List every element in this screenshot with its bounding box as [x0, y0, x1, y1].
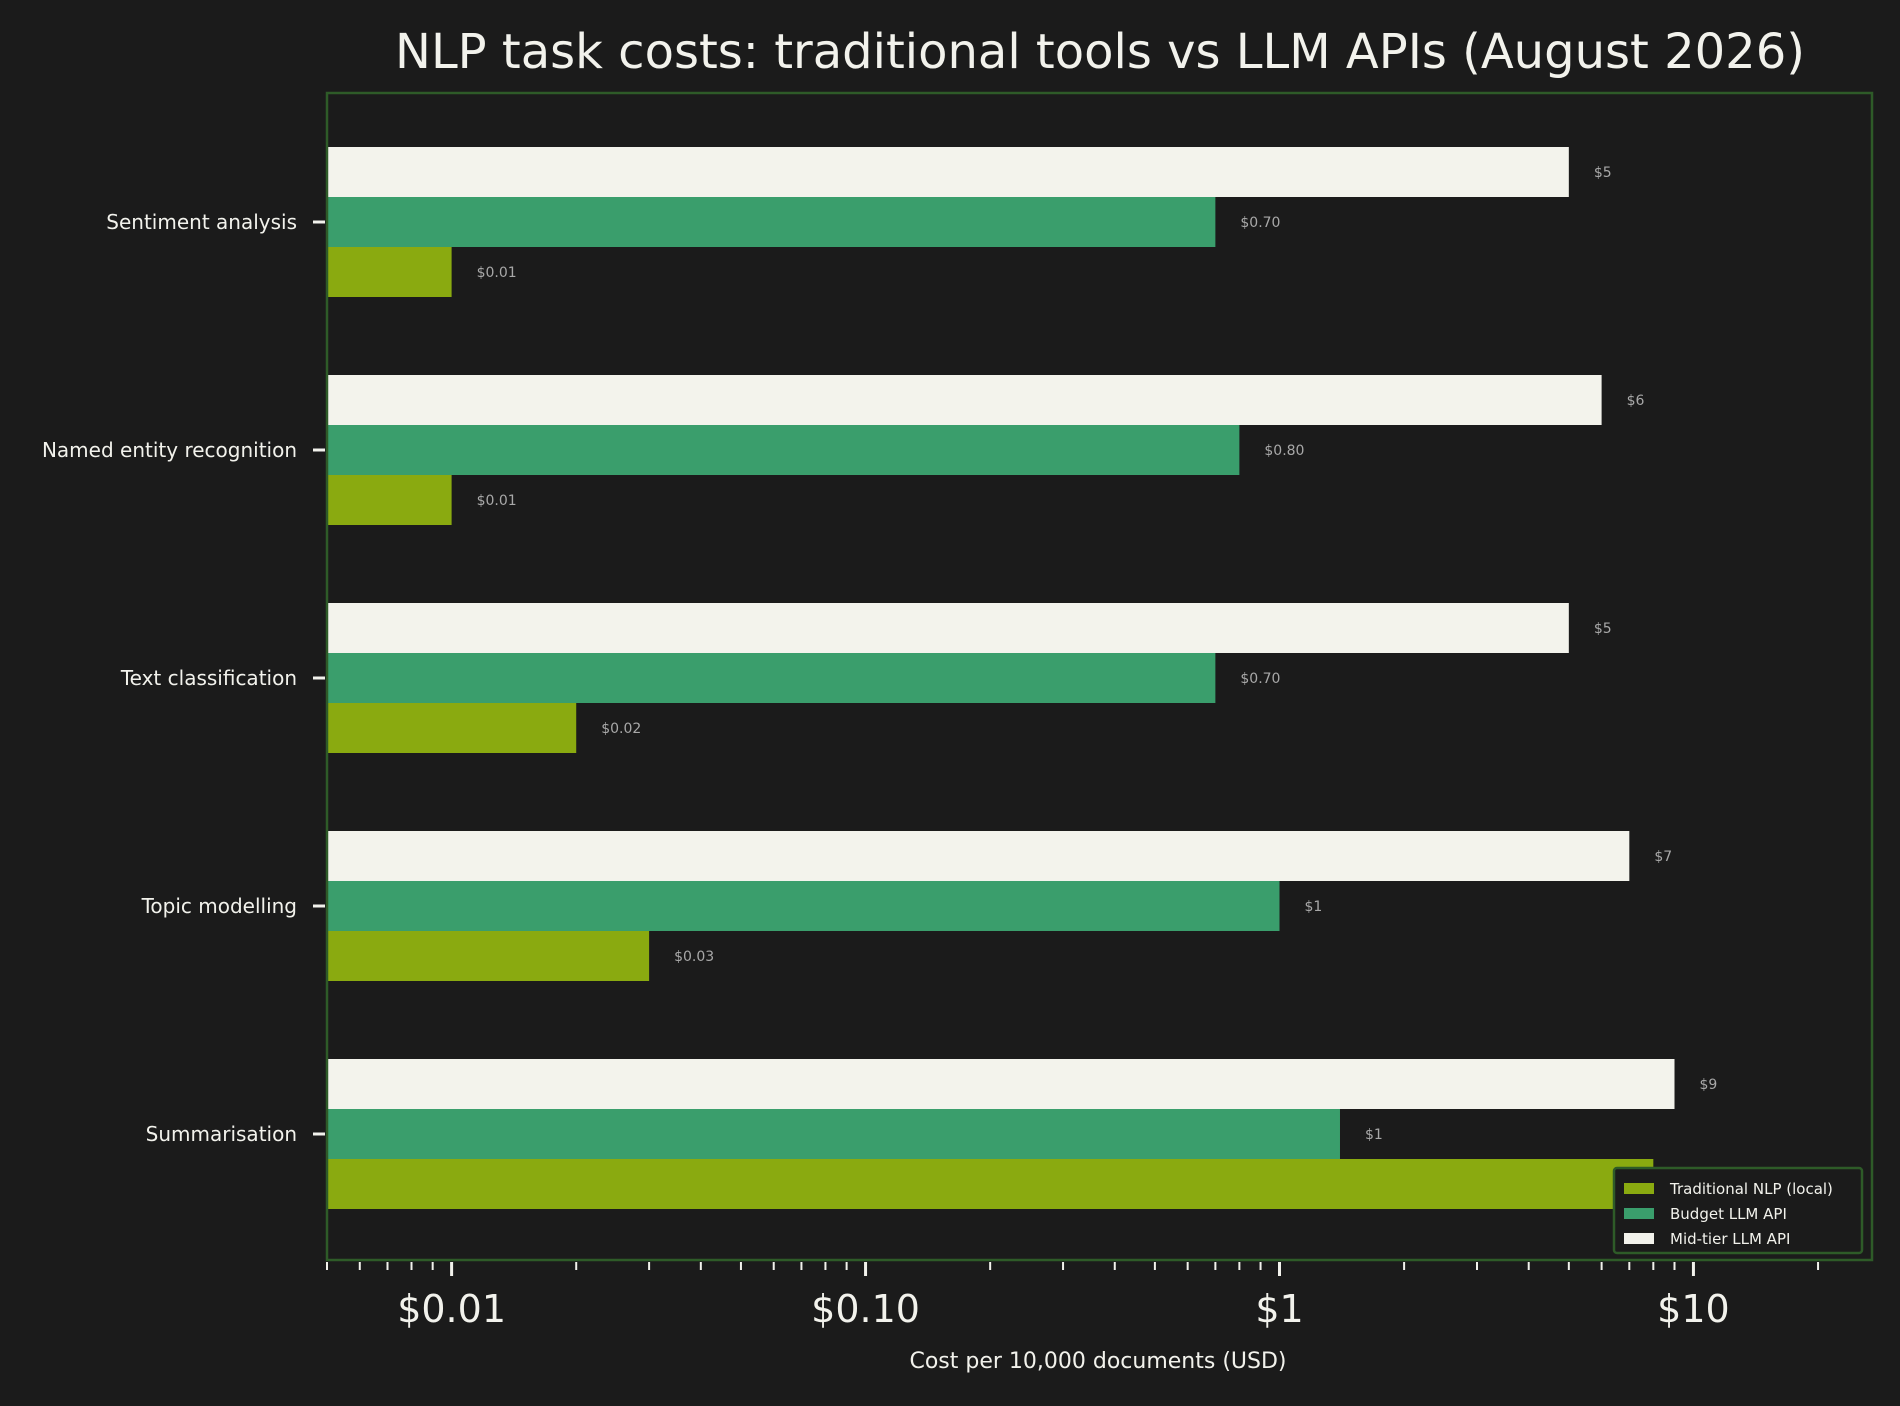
y-axis: Summarisation Topic modelling Text classif…	[42, 210, 325, 1146]
value-label-mid-tier-llm-api-summarisation: $9	[1699, 1077, 1717, 1093]
plot-frame	[325, 91, 1874, 1262]
bar-budget-llm-api-named-entity-recognition	[327, 425, 1240, 475]
value-label-mid-tier-llm-api-named-entity-recognition: $6	[1627, 393, 1645, 409]
y-tick-label-text-classification: Text classification	[120, 666, 297, 690]
bar-mid-tier-llm-api-named-entity-recognition	[327, 375, 1602, 425]
x-tick-label-0-01: $0.01	[397, 1287, 506, 1331]
x-axis: $0.01 $0.10 $1 $10	[326, 1262, 1820, 1331]
legend-label-traditional-nlp-local: Traditional NLP (local)	[1669, 1180, 1833, 1198]
x-axis-label: Cost per 10,000 documents (USD)	[909, 1349, 1286, 1374]
bar-traditional-nlp-local-text-classification	[327, 703, 577, 753]
value-label-budget-llm-api-sentiment-analysis: $0.70	[1240, 215, 1280, 231]
legend-swatch-budget-llm-api	[1624, 1208, 1654, 1219]
legend-box	[1612, 1166, 1864, 1255]
value-label-budget-llm-api-named-entity-recognition: $0.80	[1264, 443, 1304, 459]
legend: Traditional NLP (local) Budget LLM API Mid…	[1612, 1166, 1864, 1255]
value-label-mid-tier-llm-api-text-classification: $5	[1594, 621, 1612, 637]
value-labels-layer: $8$1$9$0.03$1$7$0.02$0.70$5$0.01$0.80$6$…	[477, 165, 1718, 1193]
bar-traditional-nlp-local-named-entity-recognition	[327, 475, 452, 525]
value-label-traditional-nlp-local-topic-modelling: $0.03	[674, 949, 714, 965]
x-tick-label-0-10: $0.10	[811, 1287, 920, 1331]
bar-traditional-nlp-local-sentiment-analysis	[327, 247, 452, 297]
bar-budget-llm-api-sentiment-analysis	[327, 197, 1216, 247]
legend-label-mid-tier-llm-api: Mid-tier LLM API	[1670, 1230, 1790, 1248]
bar-traditional-nlp-local-topic-modelling	[327, 931, 650, 981]
value-label-mid-tier-llm-api-topic-modelling: $7	[1654, 849, 1672, 865]
legend-swatch-mid-tier-llm-api	[1624, 1233, 1654, 1244]
bars-layer	[327, 147, 1675, 1209]
value-label-traditional-nlp-local-named-entity-recognition: $0.01	[477, 493, 517, 509]
bar-budget-llm-api-text-classification	[327, 653, 1216, 703]
value-label-mid-tier-llm-api-sentiment-analysis: $5	[1594, 165, 1612, 181]
y-tick-label-topic-modelling: Topic modelling	[141, 894, 297, 918]
bar-budget-llm-api-summarisation	[327, 1109, 1340, 1159]
y-tick-label-sentiment-analysis: Sentiment analysis	[106, 210, 297, 234]
x-tick-label-10: $10	[1657, 1287, 1730, 1331]
chart-title: NLP task costs: traditional tools vs LLM…	[395, 24, 1805, 80]
legend-swatch-traditional-nlp-local	[1624, 1183, 1654, 1194]
legend-label-budget-llm-api: Budget LLM API	[1670, 1205, 1787, 1223]
value-label-budget-llm-api-text-classification: $0.70	[1240, 671, 1280, 687]
bar-traditional-nlp-local-summarisation	[327, 1159, 1654, 1209]
y-tick-label-summarisation: Summarisation	[146, 1122, 297, 1146]
x-tick-label-1: $1	[1255, 1287, 1303, 1331]
value-label-budget-llm-api-summarisation: $1	[1365, 1127, 1383, 1143]
value-label-traditional-nlp-local-text-classification: $0.02	[601, 721, 641, 737]
y-tick-label-named-entity-recognition: Named entity recognition	[42, 438, 297, 462]
value-label-budget-llm-api-topic-modelling: $1	[1304, 899, 1322, 915]
bar-mid-tier-llm-api-text-classification	[327, 603, 1569, 653]
bar-mid-tier-llm-api-sentiment-analysis	[327, 147, 1569, 197]
bar-mid-tier-llm-api-topic-modelling	[327, 831, 1630, 881]
bar-budget-llm-api-topic-modelling	[327, 881, 1280, 931]
value-label-traditional-nlp-local-sentiment-analysis: $0.01	[477, 265, 517, 281]
bar-mid-tier-llm-api-summarisation	[327, 1059, 1675, 1109]
